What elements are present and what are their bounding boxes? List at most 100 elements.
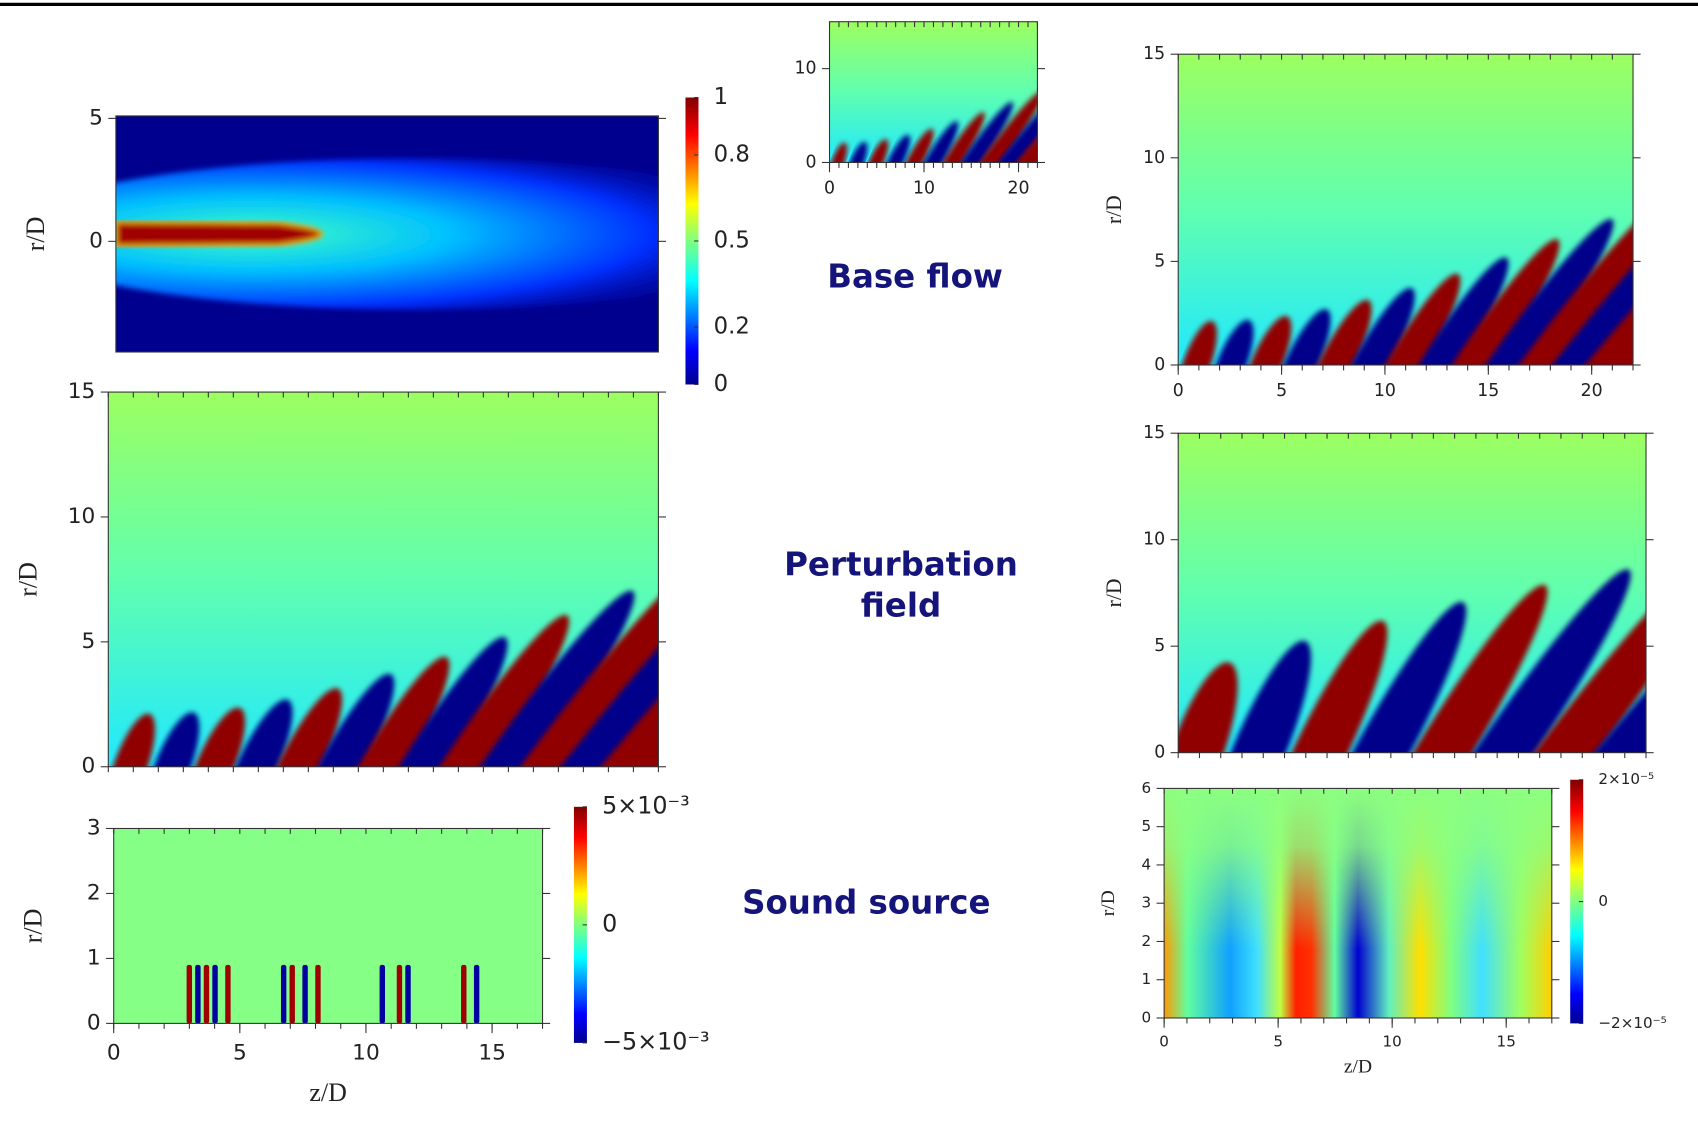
- x-tick-label: 0: [1173, 381, 1184, 401]
- source-streak: [315, 964, 321, 1024]
- y-tick-label: 0: [1141, 1008, 1151, 1026]
- source-streak: [212, 964, 218, 1024]
- colorbar-tick-label: 0.5: [714, 228, 750, 254]
- axes-frame: [113, 827, 544, 1024]
- wave-lobe: [1326, 287, 1415, 365]
- colorbar: [685, 97, 699, 385]
- colorbar-tick-label: 0: [602, 909, 617, 937]
- y-tick-label: 0: [82, 754, 96, 779]
- section-label: Base flow: [827, 257, 1003, 295]
- source-streak: [396, 964, 403, 1024]
- y-tick-label: 2: [87, 880, 101, 905]
- source-streak: [203, 964, 210, 1024]
- wave-lobe: [846, 141, 868, 163]
- x-tick-label: 20: [1008, 178, 1030, 198]
- y-axis-label: r/D: [1102, 579, 1126, 608]
- y-tick-label: 0: [1154, 743, 1165, 763]
- x-axis-label: z/D: [1344, 1056, 1372, 1077]
- field: [113, 828, 543, 1024]
- source-streak: [289, 964, 295, 1024]
- wave-lobe: [1271, 309, 1331, 365]
- source-streak: [473, 964, 480, 1024]
- colorbar: [1570, 779, 1584, 1024]
- source-streak: [405, 964, 411, 1024]
- y-tick-label: 15: [68, 379, 96, 404]
- wave-lobe: [1178, 320, 1217, 365]
- wave-lobe: [908, 121, 959, 163]
- x-tick-label: 0: [1159, 1032, 1169, 1050]
- section-label: field: [861, 587, 941, 625]
- wave-lobe: [400, 564, 659, 767]
- x-tick-label: 20: [1581, 381, 1603, 401]
- source-streak: [186, 964, 193, 1024]
- jet-spread: [115, 158, 659, 310]
- y-tick-label: 0: [805, 152, 816, 172]
- wave-lobe: [343, 636, 508, 767]
- y-tick-label: 5: [1141, 817, 1151, 835]
- x-tick-label: 15: [478, 1041, 506, 1066]
- y-tick-label: 15: [1143, 423, 1165, 443]
- field: [1164, 788, 1552, 1018]
- wave-lobe: [1419, 197, 1634, 365]
- field-image: [829, 21, 1038, 163]
- colorbar-tick-label: 0.8: [714, 141, 750, 167]
- x-tick-label: 15: [1497, 1032, 1516, 1050]
- y-tick-label: 10: [1143, 530, 1165, 550]
- section-label: Perturbation: [784, 545, 1018, 583]
- x-tick-label: 0: [107, 1041, 121, 1066]
- x-tick-label: 5: [1276, 381, 1287, 401]
- colorbar-tick-label: 2×10⁻⁵: [1598, 770, 1654, 788]
- x-tick-label: 10: [352, 1041, 380, 1066]
- wave-lobe: [1415, 555, 1647, 753]
- y-tick-label: 10: [68, 504, 96, 529]
- wave-lobe: [930, 101, 1014, 163]
- jet-core: [115, 220, 324, 248]
- y-tick-label: 1: [1141, 970, 1151, 988]
- x-tick-label: 10: [1383, 1032, 1402, 1050]
- colorbar: [573, 806, 587, 1043]
- y-axis-label: r/D: [1098, 890, 1119, 916]
- source-streak: [280, 964, 287, 1024]
- source-streak: [225, 964, 231, 1024]
- y-tick-label: 5: [1154, 636, 1165, 656]
- y-axis-label: r/D: [19, 909, 48, 944]
- x-axis-label: z/D: [309, 1078, 346, 1107]
- y-tick-label: 3: [87, 815, 101, 840]
- x-tick-label: 10: [1374, 381, 1396, 401]
- y-tick-label: 2: [1141, 932, 1151, 950]
- y-axis-label: r/D: [21, 217, 50, 252]
- y-tick-label: 4: [1141, 855, 1151, 873]
- x-tick-label: 10: [913, 178, 935, 198]
- field-image: [1164, 788, 1552, 1018]
- source-streak: [302, 964, 308, 1024]
- y-tick-label: 5: [82, 629, 96, 654]
- y-tick-label: 0: [1154, 355, 1165, 375]
- colorbar-tick-label: −5×10⁻³: [602, 1027, 709, 1055]
- y-tick-label: 10: [794, 59, 816, 79]
- wave-lobe: [1296, 601, 1467, 753]
- y-axis-label: r/D: [1102, 195, 1126, 224]
- colorbar-tick-label: 0.2: [714, 314, 750, 340]
- y-tick-label: 3: [1141, 894, 1151, 912]
- y-tick-label: 5: [1154, 251, 1165, 271]
- y-tick-label: 0: [89, 228, 103, 253]
- wave-lobe: [938, 90, 1038, 163]
- y-tick-label: 15: [1143, 44, 1165, 64]
- axes-frame: [115, 115, 659, 353]
- source-streak: [195, 964, 201, 1024]
- x-tick-label: 15: [1477, 381, 1499, 401]
- source-streak: [461, 964, 467, 1024]
- field-image: [115, 115, 659, 352]
- section-label: Sound source: [742, 883, 991, 921]
- x-tick-label: 5: [1273, 1032, 1283, 1050]
- y-axis-label: r/D: [13, 562, 42, 597]
- y-tick-label: 5: [89, 105, 103, 130]
- colorbar-tick-label: 5×10⁻³: [602, 791, 690, 819]
- colorbar-tick-label: 1: [714, 84, 728, 110]
- y-tick-label: 6: [1141, 779, 1151, 797]
- y-tick-label: 10: [1143, 148, 1165, 168]
- field-image: [113, 828, 543, 1024]
- x-tick-label: 0: [824, 178, 835, 198]
- y-tick-label: 0: [87, 1010, 101, 1035]
